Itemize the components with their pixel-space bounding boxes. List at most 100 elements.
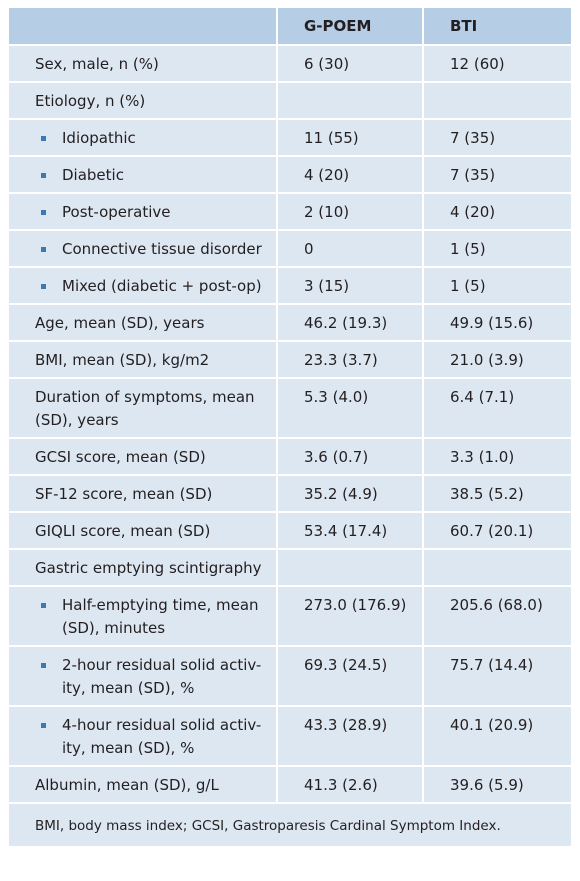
row-label-cell: Diabetic [9,157,278,194]
bti-value: 60.7 (20.1) [424,513,571,550]
gpoem-value: 2 (10) [278,194,424,231]
bullet-square-icon [41,173,46,178]
row-label: Albumin, mean (SD), g/L [35,776,219,794]
gpoem-value: 0 [278,231,424,268]
gpoem-value: 3 (15) [278,268,424,305]
row-label: Mixed (diabetic + post-op) [62,277,262,295]
row-label-cell: Half-emptying time, mean (SD), minutes [9,587,278,647]
table-row: Etiology, n (%) [9,83,571,120]
row-label: SF-12 score, mean (SD) [35,485,213,503]
bti-value: 1 (5) [424,231,571,268]
demographics-table: G-POEM BTI Sex, male, n (%) 6 (30) 12 (60)… [9,8,571,804]
bti-value: 3.3 (1.0) [424,439,571,476]
bti-value: 7 (35) [424,120,571,157]
table-row: Diabetic 4 (20) 7 (35) [9,157,571,194]
header-label-column [9,8,278,46]
bti-value: 205.6 (68.0) [424,587,571,647]
row-label: Idiopathic [62,129,136,147]
bullet-square-icon [41,210,46,215]
gpoem-value [278,550,424,587]
gpoem-value: 41.3 (2.6) [278,767,424,804]
row-label: Diabetic [62,166,124,184]
row-label: BMI, mean (SD), kg/m2 [35,351,210,369]
row-label-cell: 4-hour residual solid activ-ity, mean (S… [9,707,278,767]
header-bti: BTI [424,8,571,46]
gpoem-value: 6 (30) [278,46,424,83]
row-label-cell: Sex, male, n (%) [9,46,278,83]
bti-value: 21.0 (3.9) [424,342,571,379]
table-row: GIQLI score, mean (SD) 53.4 (17.4) 60.7 (2… [9,513,571,550]
gpoem-value: 3.6 (0.7) [278,439,424,476]
table-row: Mixed (diabetic + post-op) 3 (15) 1 (5) [9,268,571,305]
table-row: Idiopathic 11 (55) 7 (35) [9,120,571,157]
gpoem-value: 273.0 (176.9) [278,587,424,647]
row-label-cell: Albumin, mean (SD), g/L [9,767,278,804]
table-footnote: BMI, body mass index; GCSI, Gastroparesi… [9,804,571,846]
row-label-cell: Connective tissue disorder [9,231,278,268]
row-label: Half-emptying time, mean (SD), minutes [62,596,259,637]
table-row: Sex, male, n (%) 6 (30) 12 (60) [9,46,571,83]
bti-value [424,83,571,120]
gpoem-value: 23.3 (3.7) [278,342,424,379]
row-label: 4-hour residual solid activ-ity, mean (S… [62,716,262,757]
table-row: Gastric emptying scintigraphy [9,550,571,587]
gpoem-value: 69.3 (24.5) [278,647,424,707]
row-label-cell: GCSI score, mean (SD) [9,439,278,476]
row-label-cell: GIQLI score, mean (SD) [9,513,278,550]
table-row: BMI, mean (SD), kg/m2 23.3 (3.7) 21.0 (3.9… [9,342,571,379]
bti-value: 1 (5) [424,268,571,305]
row-label-cell: Post-operative [9,194,278,231]
row-label-cell: Etiology, n (%) [9,83,278,120]
bti-value: 49.9 (15.6) [424,305,571,342]
bti-value: 38.5 (5.2) [424,476,571,513]
row-label: Etiology, n (%) [35,92,146,110]
table-row: Duration of symptoms, mean (SD), years 5.… [9,379,571,439]
table-body: Sex, male, n (%) 6 (30) 12 (60) Etiology, n… [9,46,571,804]
row-label-cell: Idiopathic [9,120,278,157]
table-row: Half-emptying time, mean (SD), minutes 27… [9,587,571,647]
bti-value: 75.7 (14.4) [424,647,571,707]
bullet-square-icon [41,247,46,252]
row-label-cell: Gastric emptying scintigraphy [9,550,278,587]
demographics-table-container: G-POEM BTI Sex, male, n (%) 6 (30) 12 (60)… [9,8,571,846]
table-row: SF-12 score, mean (SD) 35.2 (4.9) 38.5 (5.… [9,476,571,513]
row-label-cell: SF-12 score, mean (SD) [9,476,278,513]
gpoem-value: 53.4 (17.4) [278,513,424,550]
bullet-square-icon [41,723,46,728]
bti-value: 39.6 (5.9) [424,767,571,804]
row-label: Duration of symptoms, mean (SD), years [35,388,255,429]
table-row: GCSI score, mean (SD) 3.6 (0.7) 3.3 (1.0) [9,439,571,476]
bullet-square-icon [41,284,46,289]
bti-value: 7 (35) [424,157,571,194]
bti-value [424,550,571,587]
bti-value: 4 (20) [424,194,571,231]
header-gpoem: G-POEM [278,8,424,46]
gpoem-value [278,83,424,120]
table-row: Post-operative 2 (10) 4 (20) [9,194,571,231]
bullet-square-icon [41,136,46,141]
bti-value: 6.4 (7.1) [424,379,571,439]
bullet-square-icon [41,603,46,608]
row-label: Gastric emptying scintigraphy [35,559,262,577]
bullet-square-icon [41,663,46,668]
bti-value: 12 (60) [424,46,571,83]
row-label-cell: BMI, mean (SD), kg/m2 [9,342,278,379]
table-row: Albumin, mean (SD), g/L 41.3 (2.6) 39.6 (5… [9,767,571,804]
table-header-row: G-POEM BTI [9,8,571,46]
table-row: Connective tissue disorder 0 1 (5) [9,231,571,268]
gpoem-value: 5.3 (4.0) [278,379,424,439]
row-label: Connective tissue disorder [62,240,262,258]
gpoem-value: 46.2 (19.3) [278,305,424,342]
row-label: Age, mean (SD), years [35,314,205,332]
gpoem-value: 11 (55) [278,120,424,157]
table-row: 4-hour residual solid activ-ity, mean (S… [9,707,571,767]
row-label-cell: Mixed (diabetic + post-op) [9,268,278,305]
table-row: Age, mean (SD), years 46.2 (19.3) 49.9 (15… [9,305,571,342]
row-label: GIQLI score, mean (SD) [35,522,211,540]
gpoem-value: 43.3 (28.9) [278,707,424,767]
row-label: 2-hour residual solid activ-ity, mean (S… [62,656,262,697]
row-label: Post-operative [62,203,171,221]
row-label-cell: Duration of symptoms, mean (SD), years [9,379,278,439]
row-label-cell: Age, mean (SD), years [9,305,278,342]
bti-value: 40.1 (20.9) [424,707,571,767]
